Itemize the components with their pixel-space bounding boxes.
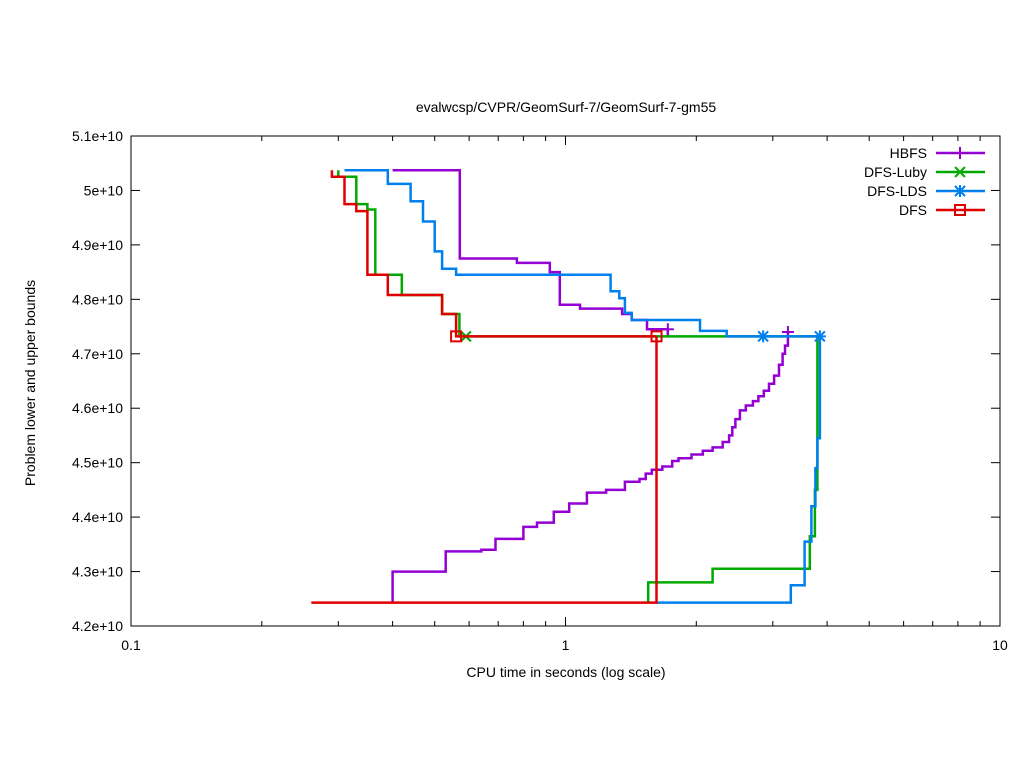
x-tick-label: 10 [992,637,1008,653]
series-line [646,336,819,603]
series-dfs-lds [344,169,826,604]
series-marker [954,166,966,178]
legend-label: HBFS [890,145,927,161]
series-layer [311,169,826,604]
series-marker [954,185,966,197]
series-marker [954,204,966,216]
series-line [391,332,790,603]
y-tick-label: 4.8e+10 [72,291,123,307]
legend-item: DFS-LDS [867,183,985,199]
x-tick-label: 0.1 [121,637,141,653]
legend-item: HBFS [890,145,985,161]
series-marker [661,323,674,336]
series-hbfs [391,169,794,603]
y-tick-label: 4.3e+10 [72,564,123,580]
legend-label: DFS [899,202,927,218]
legend-label: DFS-LDS [867,183,927,199]
y-axis-label: Problem lower and upper bounds [22,280,38,486]
x-axis-label: CPU time in seconds (log scale) [466,664,665,680]
legend-item: DFS-Luby [864,164,985,180]
series-marker [813,330,826,343]
y-tick-label: 4.5e+10 [72,455,123,471]
series-line [311,336,658,604]
legend-label: DFS-Luby [864,164,927,180]
series-line [656,336,822,604]
axis-ticks: 4.2e+10 4.3e+10 4.4e+10 4.5e+10 4.6e+10 4.7e+… [72,128,1008,653]
y-tick-label: 5.1e+10 [72,128,123,144]
series-marker [450,330,463,343]
chart-title: evalwcsp/CVPR/GeomSurf-7/GeomSurf-7-gm55 [416,99,717,115]
y-tick-label: 4.7e+10 [72,346,123,362]
series-line [344,169,820,338]
series-marker [757,330,770,343]
y-tick-label: 4.2e+10 [72,618,123,634]
series-marker [650,330,663,343]
series-dfs [311,170,663,604]
series-dfs-luby [337,170,819,603]
series-marker [954,147,966,159]
y-tick-label: 4.4e+10 [72,509,123,525]
y-tick-label: 4.9e+10 [72,237,123,253]
legend: HBFS DFS-Luby DFS-LDS DFS [864,145,985,218]
plot-frame [130,135,1001,627]
y-tick-label: 5e+10 [84,182,124,198]
series-line [330,170,657,338]
x-tick-label: 1 [562,637,570,653]
y-tick-label: 4.6e+10 [72,400,123,416]
legend-item: DFS [899,202,985,218]
